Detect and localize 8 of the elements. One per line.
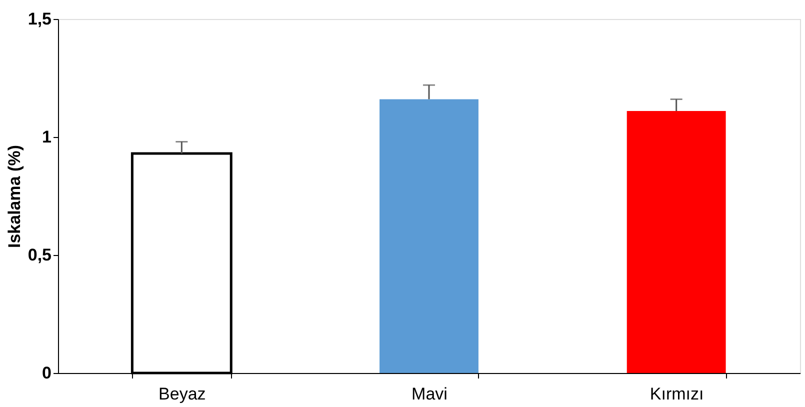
y-axis-title: Iskalama (%) — [4, 145, 24, 248]
y-tick-label: 0,5 — [28, 246, 52, 264]
x-tick-label: Kırmızı — [650, 384, 704, 404]
y-tick-label: 1,5 — [28, 10, 52, 28]
x-tick-label: Beyaz — [158, 384, 206, 404]
x-tick-label: Mavi — [412, 384, 448, 404]
y-tick-label: 0 — [42, 364, 52, 382]
y-tick-label: 1 — [42, 128, 52, 146]
